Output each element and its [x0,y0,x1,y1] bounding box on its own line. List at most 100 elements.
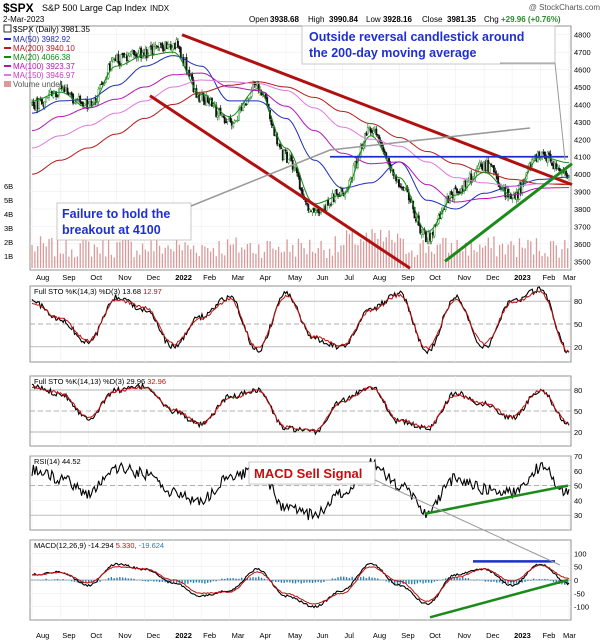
y-tick-2-1: 50 [574,407,582,416]
volume-tick-3: 4B [4,210,13,219]
macd-histogram-bar [416,580,419,584]
volume-bar [413,256,416,268]
panel-label-1: Full STO %K(14,3) %D(3) 13.68 12.97 [34,287,162,296]
price-candle [216,115,219,118]
macd-histogram-bar [371,577,373,581]
macd-histogram-bar [133,578,135,581]
macd-histogram-bar [425,580,427,583]
macd-annotation-text: MACD Sell Signal [254,466,362,481]
ohlc-close: 3981.35 [447,15,476,24]
macd-histogram-bar [473,580,475,581]
macd-histogram-bar [464,578,467,581]
x-tick-0-10: Jun [316,273,328,282]
volume-bar [34,251,36,268]
macd-histogram-bar [195,580,198,583]
price-candle [521,181,524,193]
volume-bar [76,256,79,268]
price-candle [120,53,123,64]
macd-histogram-bar [323,580,325,583]
price-candle [117,54,120,64]
volume-bar [212,248,215,268]
volume-bar [153,251,155,268]
macd-histogram-bar [110,576,113,581]
legend-price: $SPX (Daily) 3981.35 [13,25,90,34]
volume-bar [320,240,322,268]
volume-bar [187,245,189,268]
volume-bar [65,236,67,268]
volume-bar [402,238,404,268]
price-candle [368,127,371,130]
volume-bar [439,243,441,268]
y-tick-0-1: 3600 [574,240,591,249]
macd-histogram-bar [374,577,376,581]
macd-histogram-bar [360,577,362,581]
price-candle [191,74,194,80]
macd-histogram-bar [215,580,217,582]
macd-histogram-bar [365,578,368,581]
price-candle [541,151,544,160]
volume-bar [110,254,113,268]
ohlc-open: 3938.68 [270,15,299,24]
failure-annotation-line1: Failure to hold the [62,207,170,221]
macd-histogram-bar [286,580,288,583]
price-candle [430,233,433,242]
x-tick-1-1: Sep [62,631,75,640]
reversal-callout-line [500,62,566,161]
price-candle [458,191,461,194]
macd-histogram-bar [73,580,76,582]
volume-bar [510,241,512,268]
panel-label-4-part-0: MACD(12,26,9) [34,541,88,550]
price-candle [155,45,158,47]
volume-bar [56,236,59,268]
volume-bar [130,241,132,268]
price-candle [233,120,236,123]
legend-volume-swatch [4,81,11,87]
macd-histogram-bar [189,580,192,583]
volume-bar [45,246,47,268]
price-candle [40,98,43,105]
macd-histogram-bar [212,580,215,582]
price-candle [376,134,379,136]
volume-bar [538,250,540,268]
macd-histogram-bar [396,580,399,585]
macd-histogram-bar [394,580,396,585]
volume-bar [181,250,183,268]
price-candle [212,103,215,106]
macd-histogram-bar [147,580,149,582]
x-tick-0-9: May [288,273,302,282]
volume-bar [317,247,319,268]
volume-bar [198,256,200,268]
volume-bar [102,238,104,268]
ohlc-low-label: Low [366,15,381,24]
rsi-line [31,458,570,521]
volume-bar [116,242,118,268]
volume-bar [476,251,478,268]
volume-bar [345,230,348,268]
macd-histogram-bar [235,578,237,581]
volume-bar [464,242,467,268]
failure-callout-line [190,127,531,207]
macd-histogram-bar [507,580,509,584]
volume-bar [221,253,223,268]
y-tick-0-10: 4500 [574,83,591,92]
panel-label-2-part-2: 32.96 [147,377,166,386]
price-candle [279,143,281,148]
volume-bar [161,253,164,268]
volume-bar [300,242,302,268]
macd-annotation-box [248,461,376,485]
macd-histogram-bar [121,577,124,581]
y-tick-0-8: 4300 [574,118,591,127]
volume-bar [292,244,294,268]
macd-histogram-bar [201,580,203,584]
macd-histogram-bar [226,578,229,581]
volume-bar [314,253,317,268]
volume-bar [555,245,557,268]
volume-bar [351,228,353,268]
volume-bar [54,256,56,268]
price-candle [456,188,459,194]
legend-ma100: MA(100) 3923.37 [13,62,75,71]
macd-histogram-bar [252,577,254,581]
uptrend-line [444,162,573,263]
volume-bar [139,254,141,268]
volume-bar [547,256,549,268]
